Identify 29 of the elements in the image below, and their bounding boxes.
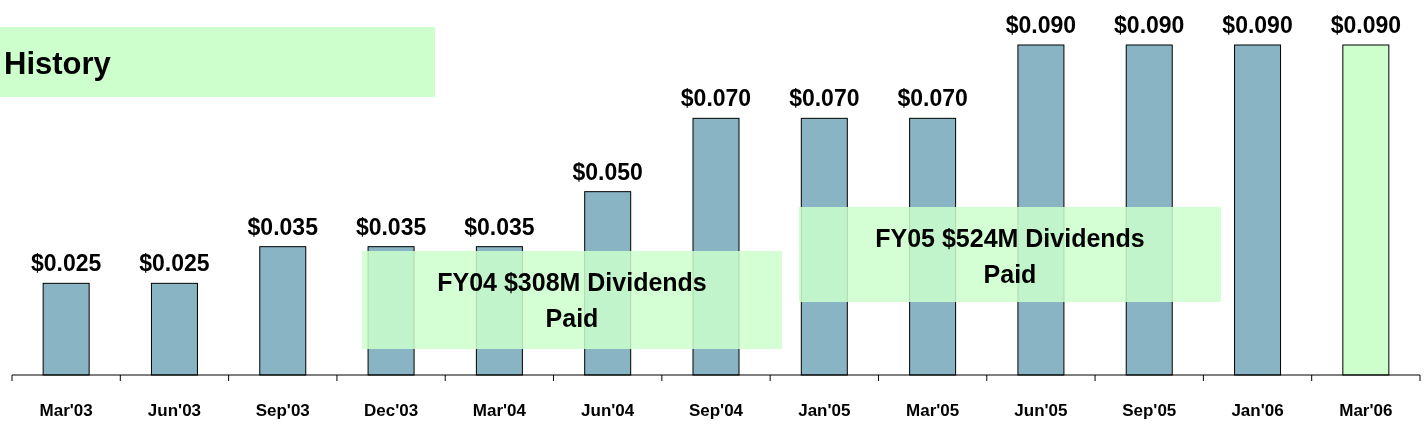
x-tick-label: Sep'03 [255, 401, 310, 420]
data-label: $0.070 [789, 85, 860, 112]
x-tick-label: Sep'04 [688, 401, 744, 420]
x-tick-label: Jan'05 [798, 401, 851, 420]
x-tick-label: Dec'03 [364, 401, 419, 420]
data-label: $0.025 [139, 250, 210, 277]
data-label: $0.090 [1114, 12, 1185, 38]
x-tick-label: Sep'05 [1122, 401, 1177, 420]
data-label: $0.035 [464, 213, 535, 240]
data-label: $0.090 [1005, 12, 1077, 38]
data-label: $0.035 [247, 213, 319, 240]
x-tick-label: Jun'03 [147, 401, 202, 420]
chart-title: History [4, 46, 112, 81]
x-tick-label: Mar'04 [472, 401, 527, 420]
x-tick-label: Mar'05 [906, 401, 960, 420]
data-label: $0.090 [1222, 12, 1293, 38]
x-tick-label: Jan'06 [1231, 401, 1284, 420]
x-tick-label: Mar'06 [1339, 401, 1393, 420]
data-label: $0.090 [1330, 12, 1402, 38]
x-tick-label: Jun'05 [1014, 401, 1068, 420]
x-tick-label: Jun'04 [581, 401, 635, 420]
data-label: $0.070 [897, 85, 968, 112]
data-label: $0.070 [680, 85, 752, 112]
x-tick-label: Mar'03 [39, 401, 93, 420]
data-label: $0.025 [30, 250, 102, 277]
annotation: FY04 $308M Dividends Paid [437, 268, 707, 332]
annotation: FY05 $524M Dividends Paid [875, 224, 1145, 288]
data-label: $0.050 [572, 158, 643, 185]
data-label: $0.035 [355, 213, 427, 240]
